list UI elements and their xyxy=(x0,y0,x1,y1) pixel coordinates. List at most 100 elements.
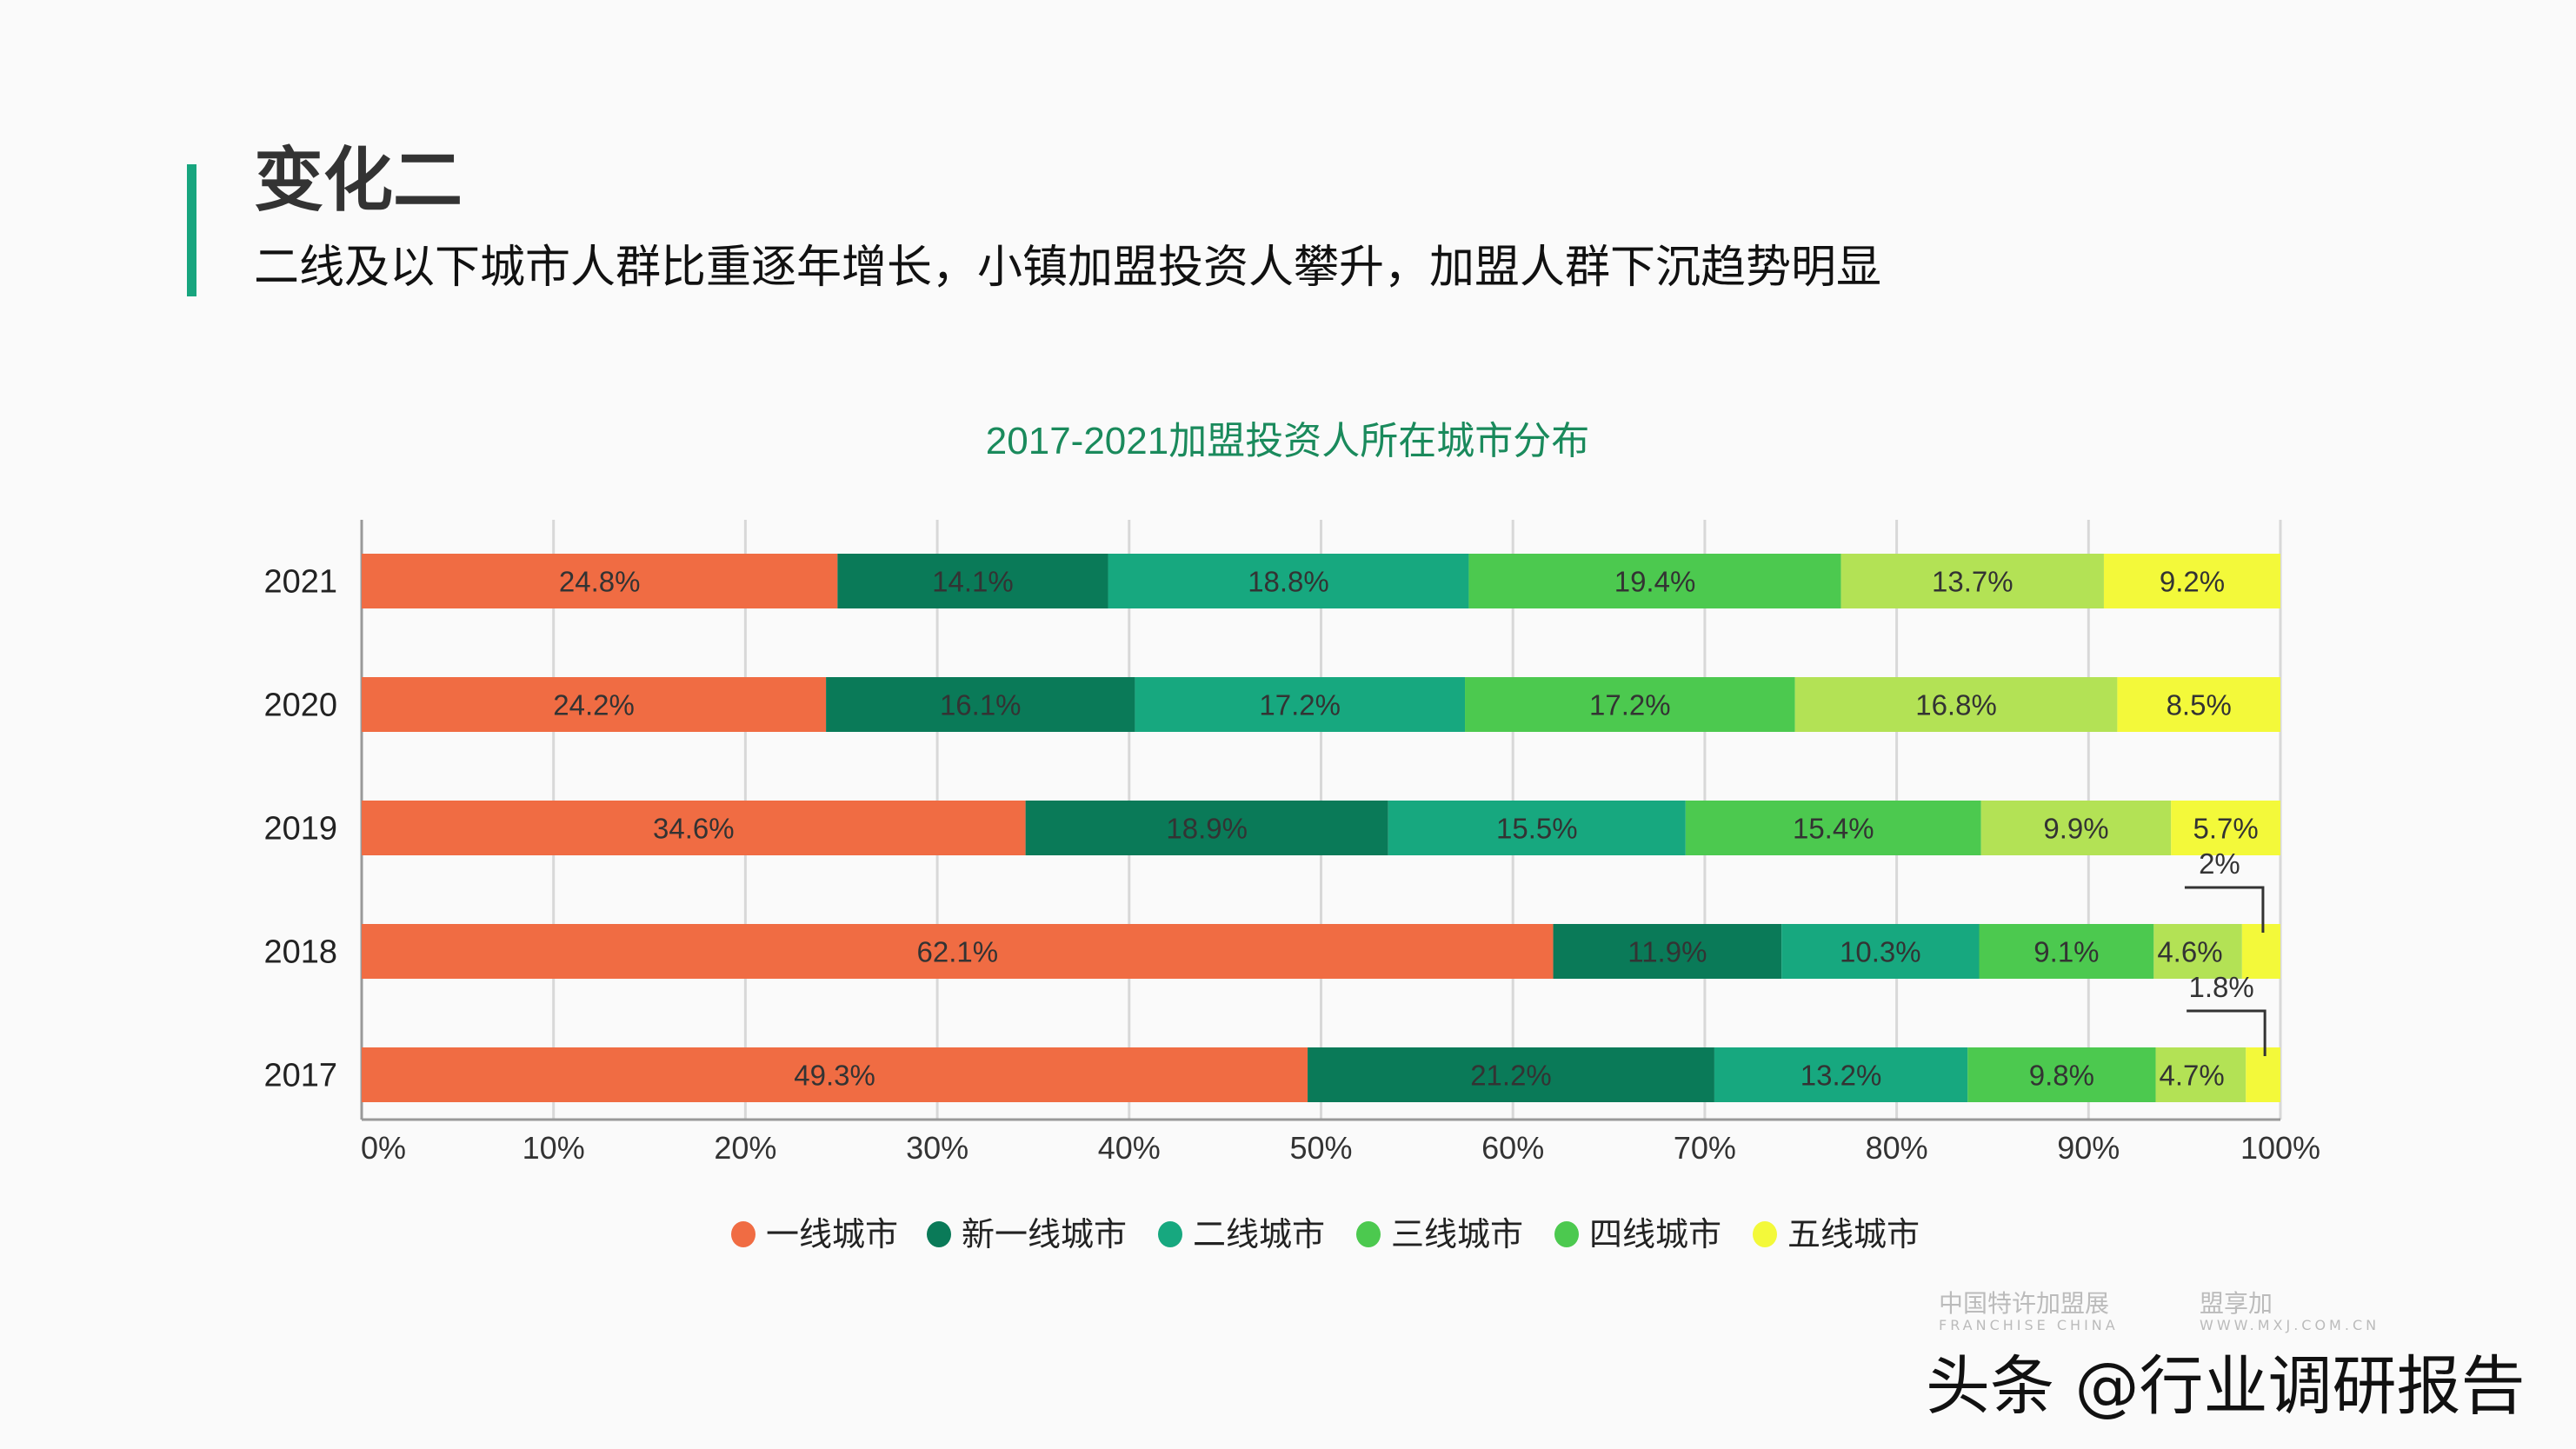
y-tick-label: 2021 xyxy=(263,564,337,601)
x-tick-label: 30% xyxy=(906,1130,968,1166)
data-label: 21.2% xyxy=(1470,1060,1552,1092)
data-label: 49.3% xyxy=(794,1060,875,1092)
data-label: 8.5% xyxy=(2167,689,2232,721)
bar-segment xyxy=(1468,554,1841,608)
bar-segment xyxy=(2103,554,2280,608)
data-label: 24.2% xyxy=(553,689,635,721)
bar-segment xyxy=(1840,554,2104,608)
data-label: 16.1% xyxy=(940,689,1022,721)
bar-segment xyxy=(1714,1047,1968,1102)
bar-segment xyxy=(1967,1047,2156,1102)
bar-segment xyxy=(1388,801,1686,855)
bar-segment xyxy=(2153,924,2242,979)
bar-segment xyxy=(1108,554,1469,608)
x-tick-label: 100% xyxy=(2240,1130,2320,1166)
bar-segment xyxy=(362,554,838,608)
data-label: 15.5% xyxy=(1496,813,1578,845)
data-label: 13.2% xyxy=(1801,1060,1882,1092)
legend-label: 新一线城市 xyxy=(962,1217,1127,1253)
data-label: 5.7% xyxy=(2193,813,2258,845)
x-tick-label: 10% xyxy=(523,1130,585,1166)
y-tick-label: 2017 xyxy=(263,1058,337,1094)
data-label: 9.8% xyxy=(2029,1060,2094,1092)
bar-segment xyxy=(826,677,1135,732)
data-label: 4.7% xyxy=(2160,1060,2225,1092)
x-tick-label: 50% xyxy=(1289,1130,1352,1166)
bar-segment xyxy=(1553,924,1782,979)
callout-line xyxy=(2187,1009,2266,1056)
page-title: 变化二 xyxy=(254,140,463,221)
x-tick-label: 40% xyxy=(1098,1130,1161,1166)
y-tick-label: 2019 xyxy=(263,811,337,847)
bar-segment xyxy=(362,801,1026,855)
data-label: 18.8% xyxy=(1248,566,1329,598)
data-label: 4.6% xyxy=(2157,936,2222,968)
bar-segment xyxy=(1781,924,1980,979)
x-tick-label: 60% xyxy=(1481,1130,1544,1166)
x-tick-label: 0% xyxy=(361,1130,406,1166)
bar-segment xyxy=(362,677,827,732)
data-label: 2% xyxy=(2199,847,2240,880)
bar-segment xyxy=(2241,924,2280,979)
bar-segment xyxy=(837,554,1108,608)
logo1-text: 中国特许加盟展 xyxy=(1939,1289,2110,1318)
legend-marker xyxy=(1753,1221,1777,1247)
data-label: 9.2% xyxy=(2160,566,2225,598)
legend-marker xyxy=(1356,1221,1381,1247)
data-label: 18.9% xyxy=(1166,813,1248,845)
bar-segment xyxy=(2171,801,2280,855)
x-tick-label: 80% xyxy=(1866,1130,1928,1166)
logo1-sub: FRANCHISE CHINA xyxy=(1939,1316,2119,1333)
bar-segment xyxy=(2155,1047,2247,1102)
y-tick-label: 2020 xyxy=(263,688,337,724)
x-tick-label: 20% xyxy=(714,1130,776,1166)
bar-segment xyxy=(2246,1047,2280,1102)
data-label: 16.8% xyxy=(1915,689,1997,721)
legend-label: 四线城市 xyxy=(1589,1217,1721,1253)
header-accent-bar xyxy=(187,164,196,296)
data-label: 17.2% xyxy=(1589,689,1671,721)
bar-segment xyxy=(362,1047,1308,1102)
data-label: 62.1% xyxy=(916,936,998,968)
data-label: 34.6% xyxy=(653,813,735,845)
data-label: 24.8% xyxy=(559,566,641,598)
bar-segment xyxy=(1135,677,1466,732)
bar-segment xyxy=(1794,677,2118,732)
bar-segment xyxy=(1685,801,1981,855)
legend-label: 五线城市 xyxy=(1787,1217,1920,1253)
bar-segment xyxy=(1979,924,2154,979)
x-tick-label: 90% xyxy=(2057,1130,2120,1166)
bar-segment xyxy=(2117,677,2280,732)
bar-segment xyxy=(1465,677,1795,732)
legend-marker xyxy=(927,1221,951,1247)
callout-line xyxy=(2184,886,2265,933)
data-label: 10.3% xyxy=(1840,936,1921,968)
data-label: 1.8% xyxy=(2189,971,2254,1003)
data-label: 15.4% xyxy=(1793,813,1874,845)
chart-title: 2017-2021加盟投资人所在城市分布 xyxy=(986,420,1589,462)
legend-marker xyxy=(1158,1221,1182,1247)
legend-label: 三线城市 xyxy=(1391,1217,1523,1253)
data-label: 14.1% xyxy=(932,566,1014,598)
bar-segment xyxy=(1308,1047,1714,1102)
y-tick-label: 2018 xyxy=(263,934,337,971)
data-label: 13.7% xyxy=(1932,566,2014,598)
x-tick-label: 70% xyxy=(1674,1130,1736,1166)
mxj-logo: 盟享加 WWW.MXJ.COM.CN xyxy=(2200,1289,2380,1333)
data-label: 9.9% xyxy=(2043,813,2108,845)
logo2-text: 盟享加 xyxy=(2200,1289,2273,1318)
data-label: 17.2% xyxy=(1259,689,1341,721)
credit-watermark: 头条 @行业调研报告 xyxy=(1926,1349,2526,1424)
data-label: 9.1% xyxy=(2034,936,2099,968)
data-label: 19.4% xyxy=(1614,566,1696,598)
logo2-sub: WWW.MXJ.COM.CN xyxy=(2200,1316,2380,1333)
legend-marker xyxy=(1554,1221,1579,1247)
data-label: 11.9% xyxy=(1627,936,1707,968)
page-subtitle: 二线及以下城市人群比重逐年增长，小镇加盟投资人攀升，加盟人群下沉趋势明显 xyxy=(254,242,1882,294)
legend-marker xyxy=(731,1221,755,1247)
bar-segment xyxy=(1980,801,2172,855)
franchise-china-logo: 中国特许加盟展 FRANCHISE CHINA xyxy=(1939,1289,2119,1333)
bar-segment xyxy=(362,924,1554,979)
legend-label: 一线城市 xyxy=(766,1217,898,1253)
